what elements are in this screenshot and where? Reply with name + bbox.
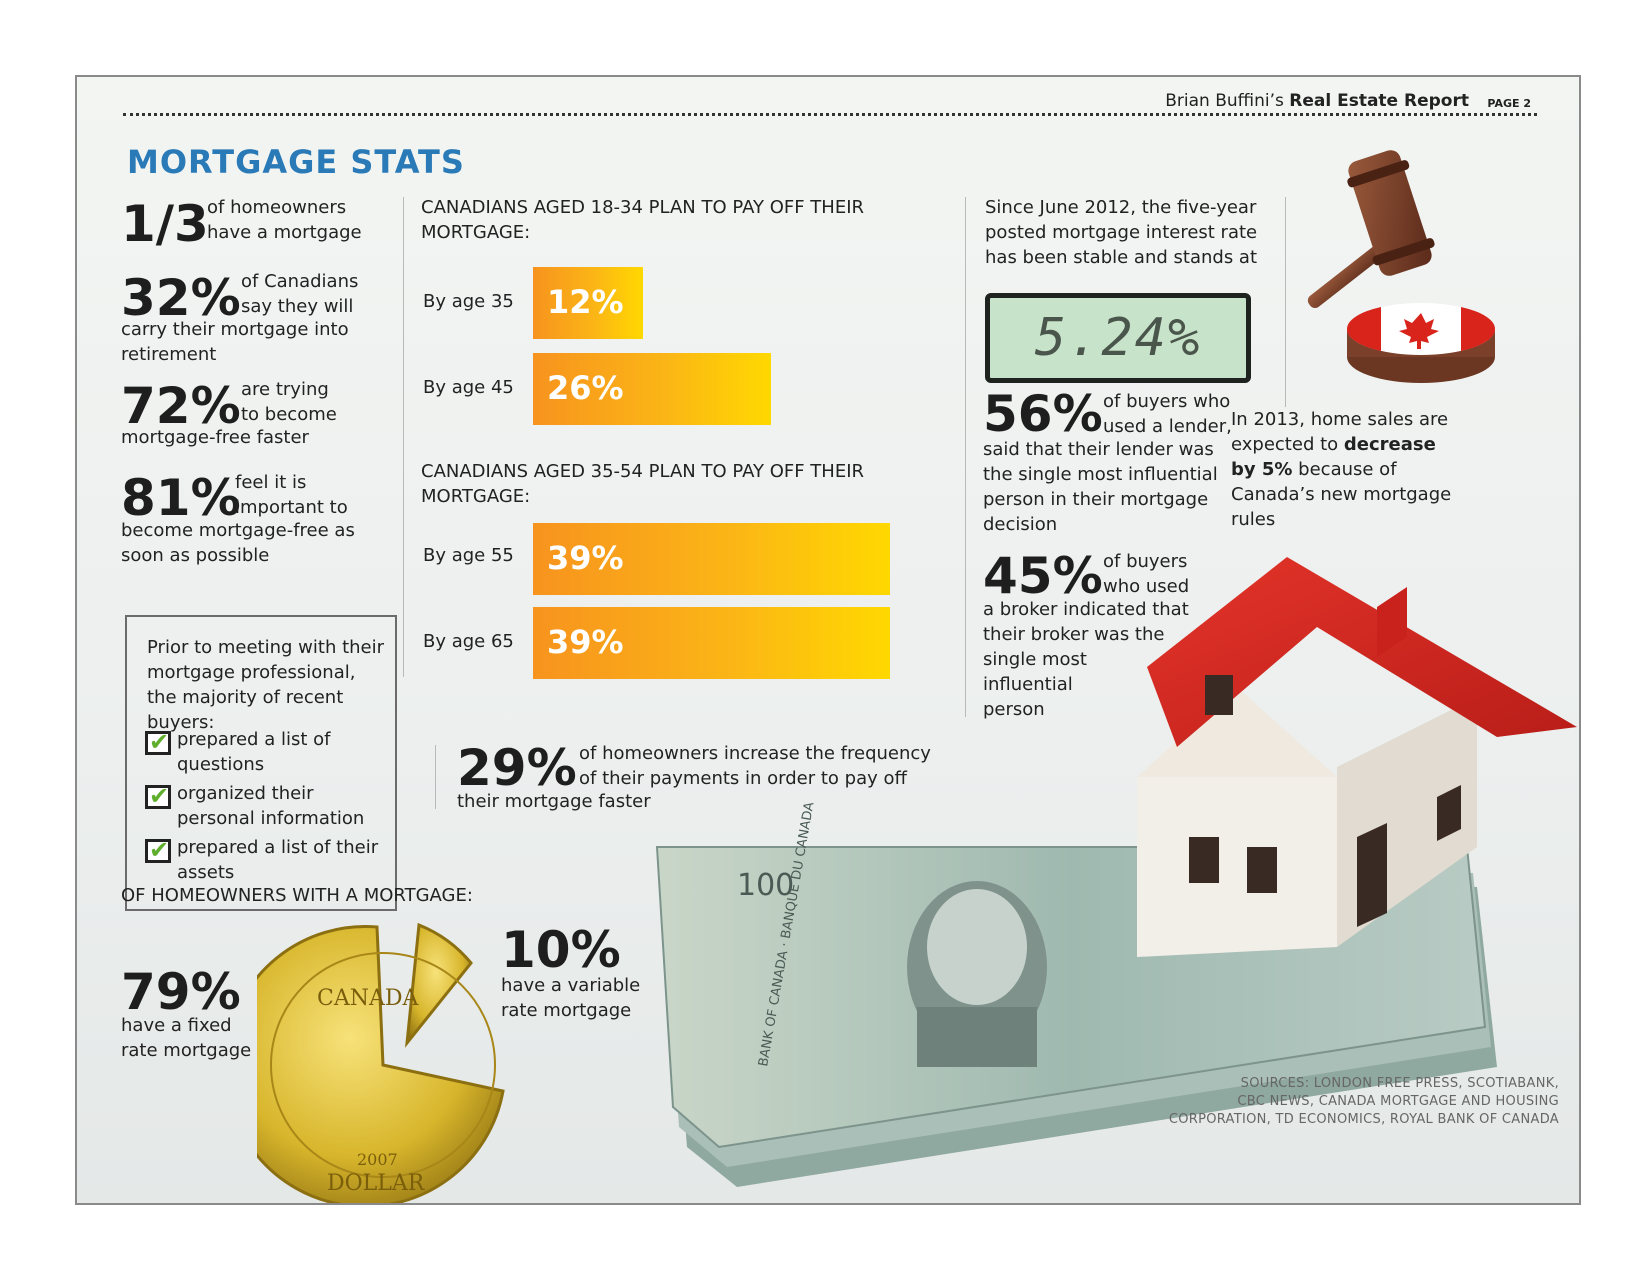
section-title: MORTGAGE STATS — [127, 143, 465, 181]
sales-forecast-text: In 2013, home sales are expected to decr… — [1231, 409, 1452, 530]
rate-display: 5.24% — [985, 293, 1251, 383]
stat-value-one-third: 1/3 — [121, 195, 209, 253]
money-house-illustration: 100 BANK OF CANADA · BANQUE DU CANADA — [655, 557, 1577, 1187]
bar-age-35: 12% — [533, 267, 643, 339]
bar-age-55: 39% — [533, 523, 890, 595]
stat-value-79: 79% — [121, 963, 241, 1021]
bar-label: By age 65 — [423, 631, 514, 652]
bar-label: By age 45 — [423, 377, 514, 398]
stat-text: become mortgage-free as soon as possible — [121, 520, 355, 566]
coin-pie-icon: CANADA 2007 DOLLAR — [257, 922, 505, 1203]
coin-word-bottom: DOLLAR — [327, 1171, 426, 1196]
column-divider — [965, 197, 966, 717]
stat-text: have a variable rate mortgage — [501, 975, 641, 1021]
stat-text: of homeowners have a mortgage — [207, 197, 362, 243]
stat-value-32: 32% — [121, 269, 241, 327]
stat-value-72: 72% — [121, 377, 241, 435]
stat-value-56: 56% — [983, 385, 1103, 443]
checklist-intro: Prior to meeting with their mortgage pro… — [147, 637, 385, 733]
checklist-box: Prior to meeting with their mortgage pro… — [125, 615, 397, 911]
section-heading-18-34: CANADIANS AGED 18-34 PLAN TO PAY OFF THE… — [421, 197, 865, 243]
bar-age-65: 39% — [533, 607, 890, 679]
stat-text: have a fixed rate mortgage — [121, 1015, 252, 1061]
stat-text: of homeowners increase the frequency of t… — [579, 743, 931, 789]
mortgage-type-heading: OF HOMEOWNERS WITH A MORTGAGE: — [121, 885, 473, 906]
stat-text: of buyers who used — [1103, 551, 1190, 597]
checkbox-checked-icon: ✔ — [145, 836, 171, 864]
stat-text: carry their mortgage into retirement — [121, 319, 349, 365]
stat-text: of Canadians say they will — [241, 271, 359, 317]
stat-text: mortgage-free faster — [121, 427, 309, 448]
header-divider — [123, 113, 1537, 116]
rate-text: Since June 2012, the five-year posted mor… — [985, 197, 1258, 268]
stat-value-81: 81% — [121, 469, 241, 527]
stat-text: a broker indicated that their broker was … — [983, 599, 1189, 720]
bar-label: By age 55 — [423, 545, 514, 566]
section-heading-35-54: CANADIANS AGED 35-54 PLAN TO PAY OFF THE… — [421, 461, 865, 507]
coin-word-top: CANADA — [317, 986, 419, 1011]
stat-text: of buyers who used a lender, — [1103, 391, 1232, 437]
bar-age-45: 26% — [533, 353, 771, 425]
checkbox-checked-icon: ✔ — [145, 782, 171, 810]
checkbox-checked-icon: ✔ — [145, 728, 171, 756]
stat-text: are trying to become — [241, 379, 337, 425]
report-page: Brian Buffini’s Real Estate Report PAGE … — [75, 75, 1581, 1205]
column-divider — [403, 197, 404, 677]
stat-text: feel it is important to — [235, 472, 348, 518]
stat-value-45: 45% — [983, 547, 1103, 605]
stat-text: said that their lender was the single mos… — [983, 439, 1218, 535]
column-divider — [435, 745, 436, 809]
stat-value-29: 29% — [457, 739, 577, 797]
page-number: PAGE 2 — [1487, 97, 1531, 110]
stat-value-10: 10% — [501, 921, 621, 979]
banknote-denomination: 100 — [737, 868, 794, 903]
coin-year: 2007 — [357, 1150, 398, 1169]
report-title: Brian Buffini’s Real Estate Report — [1165, 91, 1469, 111]
stat-text: their mortgage faster — [457, 791, 651, 812]
column-divider — [1285, 197, 1286, 407]
bar-label: By age 35 — [423, 291, 514, 312]
gavel-canada-icon — [1307, 150, 1496, 383]
sources-footnote: SOURCES: LONDON FREE PRESS, SCOTIABANK, C… — [1168, 1076, 1559, 1127]
